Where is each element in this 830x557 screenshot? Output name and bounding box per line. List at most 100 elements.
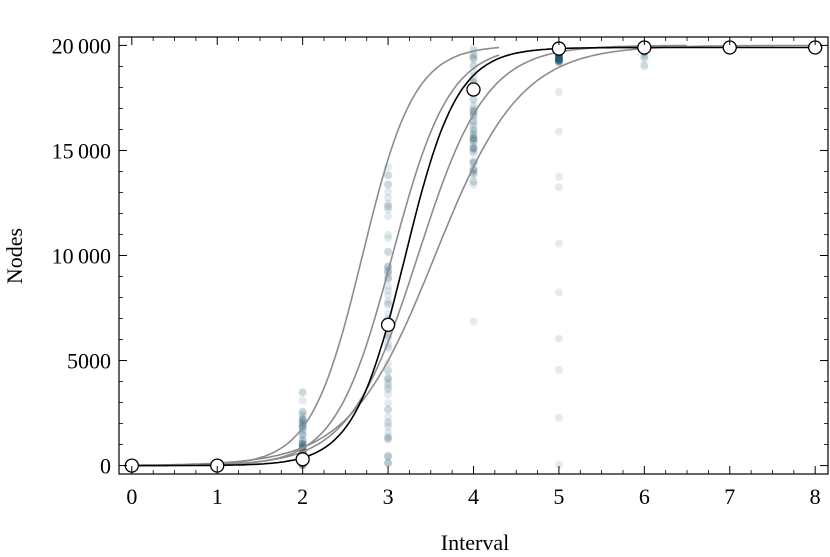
y-tick-label: 15 000 (52, 138, 111, 163)
scatter-point (384, 433, 393, 442)
scatter-point (298, 430, 307, 439)
scatter-point (298, 407, 307, 416)
scatter-point (469, 133, 478, 142)
scatter-point (554, 183, 563, 192)
scatter-point (384, 193, 393, 202)
scatter-point (640, 52, 649, 61)
scatter-point (384, 202, 393, 211)
scatter-point (384, 247, 393, 256)
scatter-point (554, 53, 563, 62)
scatter-point (469, 145, 478, 154)
scatter-point (469, 130, 478, 139)
scatter-point (554, 55, 563, 64)
scatter-point (554, 172, 563, 181)
scatter-point (554, 56, 563, 65)
scatter-point (384, 297, 393, 306)
scatter-point (554, 55, 563, 64)
scatter-point (469, 96, 478, 105)
x-tick-label: 6 (639, 484, 650, 509)
scatter-point (298, 415, 307, 424)
scatter-point (554, 53, 563, 62)
scatter-point (298, 421, 307, 430)
scatter-point (384, 458, 393, 467)
x-tick-label: 1 (212, 484, 223, 509)
scatter-point (469, 125, 478, 134)
scatter-point (384, 435, 393, 444)
scatter-point (298, 416, 307, 425)
scatter-point (554, 57, 563, 66)
scatter-point (554, 55, 563, 64)
mean-point (295, 452, 310, 467)
scatter-point (554, 365, 563, 374)
x-tick-label: 7 (724, 484, 735, 509)
scatter-point (469, 126, 478, 135)
scatter-point (298, 412, 307, 421)
scatter-point (469, 134, 478, 143)
scatter-point (554, 54, 563, 63)
scatter-point (554, 57, 563, 66)
scatter-point (554, 56, 563, 65)
scatter-point (384, 299, 393, 308)
scatter-point (384, 286, 393, 295)
scatter-point (469, 130, 478, 139)
scatter-point (469, 177, 478, 186)
scatter-point (469, 143, 478, 152)
plot-background (119, 37, 828, 474)
scatter-point (554, 460, 563, 469)
scatter-point (554, 54, 563, 63)
scatter-point (384, 385, 393, 394)
scatter-point (554, 88, 563, 97)
scatter-point (384, 374, 393, 383)
scatter-point (298, 436, 307, 445)
scatter-point (554, 53, 563, 62)
scatter-point (384, 451, 393, 460)
scatter-point (384, 412, 393, 421)
scatter-point (554, 55, 563, 64)
scatter-point (384, 452, 393, 461)
scatter-point (469, 134, 478, 143)
scatter-point (384, 458, 393, 467)
scatter-point (384, 383, 393, 392)
scatter-point (384, 417, 393, 426)
x-tick-label: 4 (468, 484, 479, 509)
scatter-point (469, 95, 478, 104)
scatter-point (469, 122, 478, 131)
mean-curve (131, 46, 816, 467)
scatter-point (640, 60, 649, 69)
scatter-point (298, 439, 307, 448)
scatter-point (384, 399, 393, 408)
scatter-point (469, 53, 478, 62)
scatter-point (554, 55, 563, 64)
x-axis-label: Interval (441, 530, 509, 555)
scatter-point (384, 291, 393, 300)
scatter-point (384, 202, 393, 211)
scatter-point (469, 158, 478, 167)
x-tick-label: 3 (383, 484, 394, 509)
scatter-point (469, 53, 478, 62)
scatter-point (384, 422, 393, 431)
scatter-point (554, 53, 563, 62)
scatter-point (384, 405, 393, 414)
scatter-point (469, 128, 478, 137)
scatter-point (469, 143, 478, 152)
scatter-point (469, 317, 478, 326)
scatter-point (384, 205, 393, 214)
x-tick-label: 0 (126, 484, 137, 509)
scatter-point (640, 62, 649, 71)
scatter-point (384, 212, 393, 221)
scatter-point (384, 365, 393, 374)
scatter-point (384, 432, 393, 441)
x-tick-label: 2 (297, 484, 308, 509)
scatter-point (469, 170, 478, 179)
y-tick-label: 20 000 (52, 33, 111, 58)
scatter-point (554, 54, 563, 63)
scatter-point (384, 390, 393, 399)
scatter-point (384, 428, 393, 437)
scatter-point (554, 127, 563, 136)
scatter-point (298, 439, 307, 448)
y-axis-label: Nodes (2, 228, 27, 284)
scatter-point (384, 434, 393, 443)
scatter-point (384, 230, 393, 239)
scatter-point (298, 410, 307, 419)
